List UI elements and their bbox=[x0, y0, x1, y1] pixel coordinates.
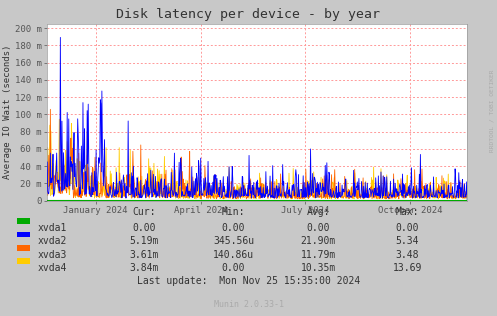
Text: 21.90m: 21.90m bbox=[301, 236, 335, 246]
Text: RRDTOOL / TOBI OETIKER: RRDTOOL / TOBI OETIKER bbox=[490, 69, 495, 152]
Text: Cur:: Cur: bbox=[132, 207, 156, 217]
Text: 0.00: 0.00 bbox=[222, 223, 246, 233]
Text: 0.00: 0.00 bbox=[132, 223, 156, 233]
Text: 0.00: 0.00 bbox=[306, 223, 330, 233]
Text: Munin 2.0.33-1: Munin 2.0.33-1 bbox=[214, 300, 283, 309]
Text: 5.19m: 5.19m bbox=[129, 236, 159, 246]
Text: 345.56u: 345.56u bbox=[213, 236, 254, 246]
Text: 0.00: 0.00 bbox=[396, 223, 419, 233]
Text: Last update:  Mon Nov 25 15:35:00 2024: Last update: Mon Nov 25 15:35:00 2024 bbox=[137, 276, 360, 287]
Text: 3.84m: 3.84m bbox=[129, 263, 159, 273]
Text: Min:: Min: bbox=[222, 207, 246, 217]
Text: Disk latency per device - by year: Disk latency per device - by year bbox=[116, 8, 381, 21]
Text: Max:: Max: bbox=[396, 207, 419, 217]
Text: xvda3: xvda3 bbox=[37, 250, 67, 260]
Text: 11.79m: 11.79m bbox=[301, 250, 335, 260]
Text: 10.35m: 10.35m bbox=[301, 263, 335, 273]
Text: xvda4: xvda4 bbox=[37, 263, 67, 273]
Text: 0.00: 0.00 bbox=[222, 263, 246, 273]
Text: 140.86u: 140.86u bbox=[213, 250, 254, 260]
Text: xvda1: xvda1 bbox=[37, 223, 67, 233]
Y-axis label: Average IO Wait (seconds): Average IO Wait (seconds) bbox=[3, 45, 12, 179]
Text: xvda2: xvda2 bbox=[37, 236, 67, 246]
Text: 5.34: 5.34 bbox=[396, 236, 419, 246]
Text: 13.69: 13.69 bbox=[393, 263, 422, 273]
Text: 3.61m: 3.61m bbox=[129, 250, 159, 260]
Text: 3.48: 3.48 bbox=[396, 250, 419, 260]
Text: Avg:: Avg: bbox=[306, 207, 330, 217]
